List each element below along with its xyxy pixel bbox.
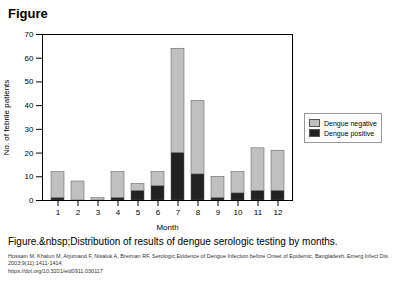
svg-text:3: 3 bbox=[96, 208, 101, 217]
svg-text:9: 9 bbox=[216, 208, 221, 217]
svg-text:4: 4 bbox=[116, 208, 121, 217]
svg-text:0: 0 bbox=[29, 196, 34, 205]
svg-text:11: 11 bbox=[254, 208, 263, 217]
svg-text:Month: Month bbox=[156, 223, 178, 232]
html-text:Figure.&nbsp;Distribution of r: Figure.&nbsp;Distribution of results of … bbox=[8, 236, 338, 247]
html-text:Figure: Figure bbox=[8, 6, 48, 21]
html-text:Dengue negative: Dengue negative bbox=[324, 119, 377, 127]
svg-text:8: 8 bbox=[196, 208, 201, 217]
svg-text:6: 6 bbox=[156, 208, 161, 217]
svg-text:1: 1 bbox=[56, 208, 61, 217]
svg-text:60: 60 bbox=[25, 54, 34, 63]
svg-text:2: 2 bbox=[76, 208, 81, 217]
svg-text:30: 30 bbox=[25, 125, 34, 134]
html-text:Hossain M, Khatun M, Arjumand: Hossain M, Khatun M, Arjumand F, Nisaluk… bbox=[8, 253, 390, 267]
svg-text:12: 12 bbox=[274, 208, 283, 217]
svg-text:40: 40 bbox=[25, 101, 34, 110]
svg-text:20: 20 bbox=[25, 149, 34, 158]
html-text:https://doi.org/10.3201/eid091: https://doi.org/10.3201/eid0911.030117 bbox=[8, 267, 103, 274]
svg-text:5: 5 bbox=[136, 208, 141, 217]
svg-text:50: 50 bbox=[25, 77, 34, 86]
html-text:Dengue positive: Dengue positive bbox=[324, 129, 375, 137]
svg-text:70: 70 bbox=[25, 30, 34, 39]
svg-text:10: 10 bbox=[234, 208, 243, 217]
svg-text:7: 7 bbox=[176, 208, 181, 217]
svg-text:10: 10 bbox=[25, 172, 34, 181]
svg-text:No. of febrile patients: No. of febrile patients bbox=[2, 80, 11, 156]
